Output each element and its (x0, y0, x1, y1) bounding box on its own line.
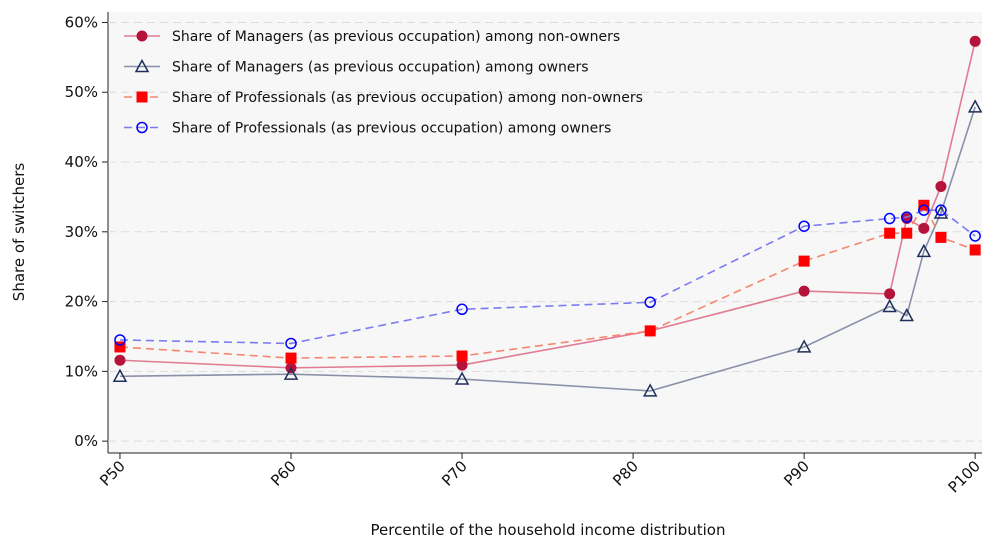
marker (918, 222, 930, 234)
marker (884, 288, 896, 300)
marker (456, 359, 468, 371)
x-tick-label: P70 (438, 457, 471, 490)
legend-marker (136, 121, 148, 134)
marker (456, 350, 468, 362)
x-tick-label: P80 (609, 457, 642, 490)
marker (644, 296, 656, 309)
x-tick-label: P90 (780, 457, 813, 490)
marker (798, 220, 810, 232)
x-tick-label: P100 (945, 457, 982, 496)
marker (901, 227, 913, 239)
marker (112, 368, 128, 382)
marker (884, 227, 896, 239)
marker (114, 334, 126, 346)
y-tick-label: 10% (65, 362, 98, 380)
marker (969, 230, 981, 242)
marker (644, 325, 656, 337)
marker (918, 204, 930, 216)
y-tick-label: 40% (65, 153, 98, 171)
marker (935, 204, 947, 216)
marker (283, 366, 299, 380)
marker (285, 337, 297, 350)
legend-marker (136, 91, 148, 103)
y-tick-label: 0% (74, 432, 98, 450)
y-tick-label: 20% (65, 293, 98, 311)
legend-marker (134, 58, 150, 73)
marker (899, 307, 915, 322)
plot-area (108, 12, 982, 453)
marker (454, 371, 470, 385)
marker (916, 243, 932, 258)
marker (114, 341, 126, 353)
marker (882, 298, 897, 313)
y-tick-label: 30% (65, 223, 98, 241)
series-line (119, 41, 976, 369)
y-axis-label: Share of switchers (10, 163, 28, 302)
y-tick-label: 50% (65, 83, 98, 101)
marker (969, 244, 981, 256)
marker (285, 352, 297, 364)
legend-label: Share of Managers (as previous occupatio… (172, 60, 589, 76)
marker (900, 211, 913, 223)
marker (883, 212, 896, 225)
marker (969, 35, 981, 47)
y-tick-label: 60% (65, 13, 98, 31)
x-tick-label: P50 (96, 457, 129, 490)
legend-label: Share of Managers (as previous occupatio… (172, 29, 620, 45)
series-line (119, 106, 976, 392)
marker (798, 285, 810, 297)
marker (935, 231, 947, 243)
marker (456, 303, 468, 316)
marker (642, 383, 658, 397)
marker (796, 339, 812, 353)
legend-marker (136, 30, 148, 42)
marker (114, 354, 126, 366)
legend-label: Share of Professionals (as previous occu… (172, 121, 611, 137)
marker (935, 180, 947, 192)
legend-label: Share of Professionals (as previous occu… (172, 90, 643, 106)
x-tick-label: P60 (267, 457, 300, 490)
series-line (119, 203, 976, 359)
marker (967, 99, 982, 113)
x-axis-label: Percentile of the household income distr… (371, 521, 726, 539)
marker (798, 255, 810, 267)
series-line (119, 209, 976, 345)
